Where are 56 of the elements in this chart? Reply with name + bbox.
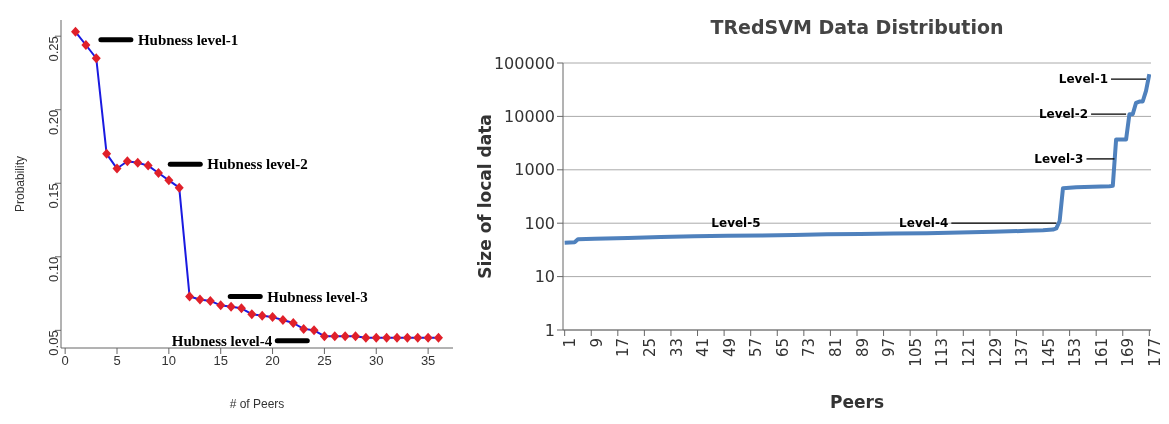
- y-tick-label: 100000: [493, 53, 555, 73]
- y-axis-title: Probability: [13, 155, 28, 213]
- annotation: Level-4: [899, 216, 949, 231]
- x-tick-label: 49: [720, 338, 739, 358]
- x-tick-label: 17: [614, 338, 633, 358]
- y-tick-label: 1000: [514, 160, 555, 180]
- x-tick-label: 81: [827, 338, 846, 358]
- x-tick-label: 145: [1039, 338, 1058, 367]
- line-series: [563, 72, 1151, 245]
- x-tick-label: 25: [641, 338, 660, 358]
- y-axis-title: Size of local data: [475, 114, 496, 279]
- x-tick-label: 177: [1145, 338, 1164, 367]
- annotation: Level-3: [1034, 151, 1084, 166]
- x-tick-label: 169: [1119, 338, 1138, 367]
- x-tick-label: 129: [986, 338, 1005, 367]
- x-tick-label: 15: [213, 353, 228, 369]
- x-tick-label: 30: [369, 353, 384, 369]
- y-tick-label: 0.05: [45, 330, 61, 356]
- y-tick-label: 10000: [504, 107, 555, 127]
- x-axis-title: Peers: [829, 392, 885, 412]
- annotation: Level-2: [1038, 107, 1089, 122]
- x-tick-label: 25: [317, 353, 332, 369]
- annotation: Hubness level-4: [171, 332, 273, 349]
- x-tick-label: 57: [747, 338, 766, 358]
- y-tick-label: 0.20: [45, 109, 61, 136]
- x-tick-label: 0: [61, 353, 69, 369]
- x-axis-title: # of Peers: [229, 397, 285, 411]
- y-tick-label: 0.15: [45, 183, 61, 209]
- y-tick-label: 10: [534, 267, 555, 287]
- x-tick-label: 89: [853, 338, 872, 358]
- annotation: Hubness level-3: [267, 288, 368, 305]
- x-tick-label: 1: [561, 338, 580, 348]
- x-tick-label: 20: [265, 353, 280, 369]
- annotation: Level-5: [711, 216, 761, 231]
- x-tick-label: 105: [906, 338, 925, 367]
- x-tick-label: 73: [800, 338, 819, 358]
- annotation: Hubness level-2: [207, 156, 308, 173]
- x-tick-label: 41: [694, 338, 713, 358]
- x-tick-label: 9: [587, 338, 606, 348]
- x-tick-label: 33: [667, 338, 686, 358]
- y-tick-label: 0.10: [45, 256, 61, 283]
- chart-title: TRedSVM Data Distribution: [709, 16, 1005, 38]
- x-tick-label: 137: [1013, 338, 1032, 367]
- annotation: Hubness level-1: [137, 31, 239, 48]
- x-tick-label: 35: [420, 353, 436, 369]
- x-tick-label: 113: [933, 338, 952, 367]
- x-tick-label: 65: [773, 338, 792, 358]
- x-tick-label: 10: [161, 353, 177, 369]
- y-tick-label: 0.25: [45, 36, 61, 62]
- x-tick-label: 121: [959, 338, 978, 367]
- x-tick-label: 97: [880, 338, 899, 358]
- x-tick-label: 161: [1092, 338, 1111, 367]
- x-tick-label: 5: [113, 353, 121, 369]
- annotation: Level-1: [1058, 72, 1109, 87]
- y-tick-label: 100: [524, 213, 555, 233]
- x-tick-label: 153: [1066, 338, 1085, 367]
